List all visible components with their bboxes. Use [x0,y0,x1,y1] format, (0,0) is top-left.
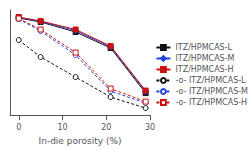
svg-text:ITZ/HPMCAS-L: ITZ/HPMCAS-L [175,43,232,52]
svg-text:ITZ/HPMCAS-H: ITZ/HPMCAS-H [175,65,233,74]
svg-text:ITZ/HPMCAS-M: ITZ/HPMCAS-M [175,54,234,63]
svg-text:In-die porosity (%): In-die porosity (%) [39,136,122,146]
svg-text:-o- ITZ/HPMCAS-L: -o- ITZ/HPMCAS-L [175,76,246,85]
svg-text:10: 10 [57,123,67,132]
svg-text:-o- ITZ/HPMCAS-M: -o- ITZ/HPMCAS-M [175,87,248,96]
svg-text:30: 30 [145,123,155,132]
svg-text:20: 20 [101,123,111,132]
svg-text:-o- ITZ/HPMCAS-H: -o- ITZ/HPMCAS-H [175,98,247,107]
svg-text:0: 0 [16,123,21,132]
